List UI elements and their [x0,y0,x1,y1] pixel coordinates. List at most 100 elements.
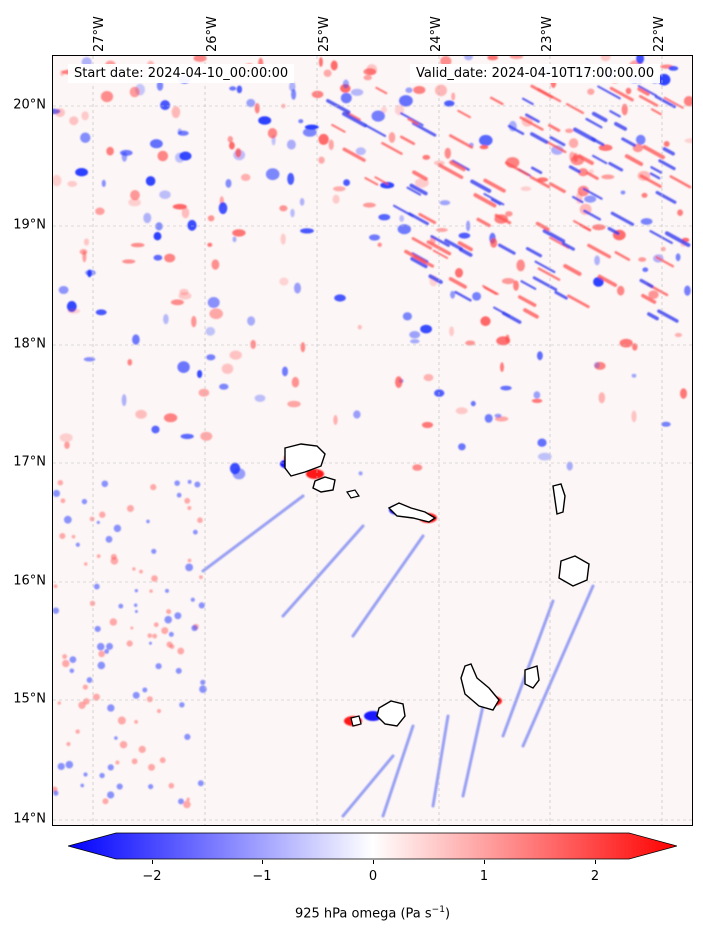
omega-blob [513,280,519,291]
omega-blob [177,130,189,136]
omega-blob [598,144,613,151]
omega-blob [484,414,493,423]
omega-wave-streak [664,231,691,248]
omega-blob [479,145,489,150]
omega-blob [229,462,241,475]
omega-blob [218,202,228,215]
omega-blob [318,133,329,145]
omega-blob [59,433,73,443]
omega-blob [505,211,513,217]
omega-blob [104,649,110,654]
omega-blob [59,532,66,539]
gridlines [53,56,692,825]
omega-blob [363,202,376,208]
omega-blob [377,242,382,247]
omega-blob [221,363,234,374]
omega-blob [451,92,456,101]
omega-blob [96,520,100,525]
omega-blob [211,259,220,270]
omega-blob [371,110,385,122]
omega-blob [166,609,172,615]
omega-blob [444,147,451,159]
omega-blob [286,139,296,150]
lat-label-17n: 17°N [13,454,46,470]
omega-blob [600,56,611,62]
omega-blob [179,288,189,296]
omega-blob [378,214,391,221]
omega-wave-streak [490,198,502,206]
island-wake [351,534,425,638]
omega-blob [199,685,207,694]
omega-blob [625,87,632,95]
omega-blob [130,190,140,201]
omega-blob [65,760,74,769]
omega-wave-streak [494,213,512,225]
omega-blob [601,174,615,180]
omega-blob [126,505,134,513]
colorbar-tick-label: 0 [368,869,378,884]
omega-blob [641,192,648,198]
omega-blob [340,92,352,104]
island-sal [552,483,566,515]
omega-blob [236,85,243,94]
omega-blob [122,259,136,264]
omega-blob [537,438,547,447]
omega-blob [388,132,396,143]
colorbar-label-main: 925 hPa omega (Pa s [294,906,432,922]
island-santiago [460,663,500,711]
omega-blob [107,791,115,799]
omega-blob [102,798,109,805]
omega-blob [148,763,156,771]
omega-wave-streak [430,235,450,247]
colorbar-tickmark [373,860,374,864]
omega-blob [98,650,105,658]
omega-blob [683,96,692,107]
omega-wave-streak [586,171,599,180]
omega-wave-streak [649,172,661,180]
colorbar-label: 925 hPa omega (Pa s−1) [0,905,703,921]
omega-blob [435,84,447,97]
omega-blob [229,141,235,150]
omega-wave-streak [409,183,428,196]
omega-wave-streak [658,159,676,171]
omega-blob [69,656,77,664]
omega-blob [631,373,637,378]
omega-wave-streak [591,154,608,165]
omega-blob [57,480,64,486]
omega-blob [157,150,169,162]
omega-blob [132,691,140,699]
omega-wave-streak [662,147,675,156]
omega-blob [60,498,66,504]
omega-blob [436,228,448,232]
omega-blob [57,762,65,771]
omega-blob [642,267,649,272]
omega-blob [640,218,653,225]
omega-blob [330,60,338,71]
island-wake [461,704,485,798]
omega-blob [290,208,295,218]
omega-blob [381,106,387,114]
omega-blob [94,625,101,633]
omega-blob [232,236,237,243]
omega-blob [134,588,139,593]
omega-blob [592,224,606,231]
omega-blob [282,366,288,377]
colorbar-tickmark [262,860,263,864]
omega-blob [200,431,213,441]
omega-blob [617,285,625,296]
omega-blob [177,647,185,655]
omega-blob [412,464,423,471]
omega-wave-streak [530,132,549,144]
omega-wave-streak [449,160,466,172]
omega-wave-streak [489,96,504,106]
lat-label-18n: 18°N [13,336,46,352]
omega-blob [333,415,338,425]
omega-blob [358,471,363,476]
omega-blob [287,172,295,185]
omega-wave-streak [483,192,505,206]
omega-blob [598,392,606,404]
omega-wave-streak [624,154,644,167]
omega-blob [163,413,178,423]
colorbar [68,832,677,860]
colorbar-label-exponent: −1 [431,905,445,915]
